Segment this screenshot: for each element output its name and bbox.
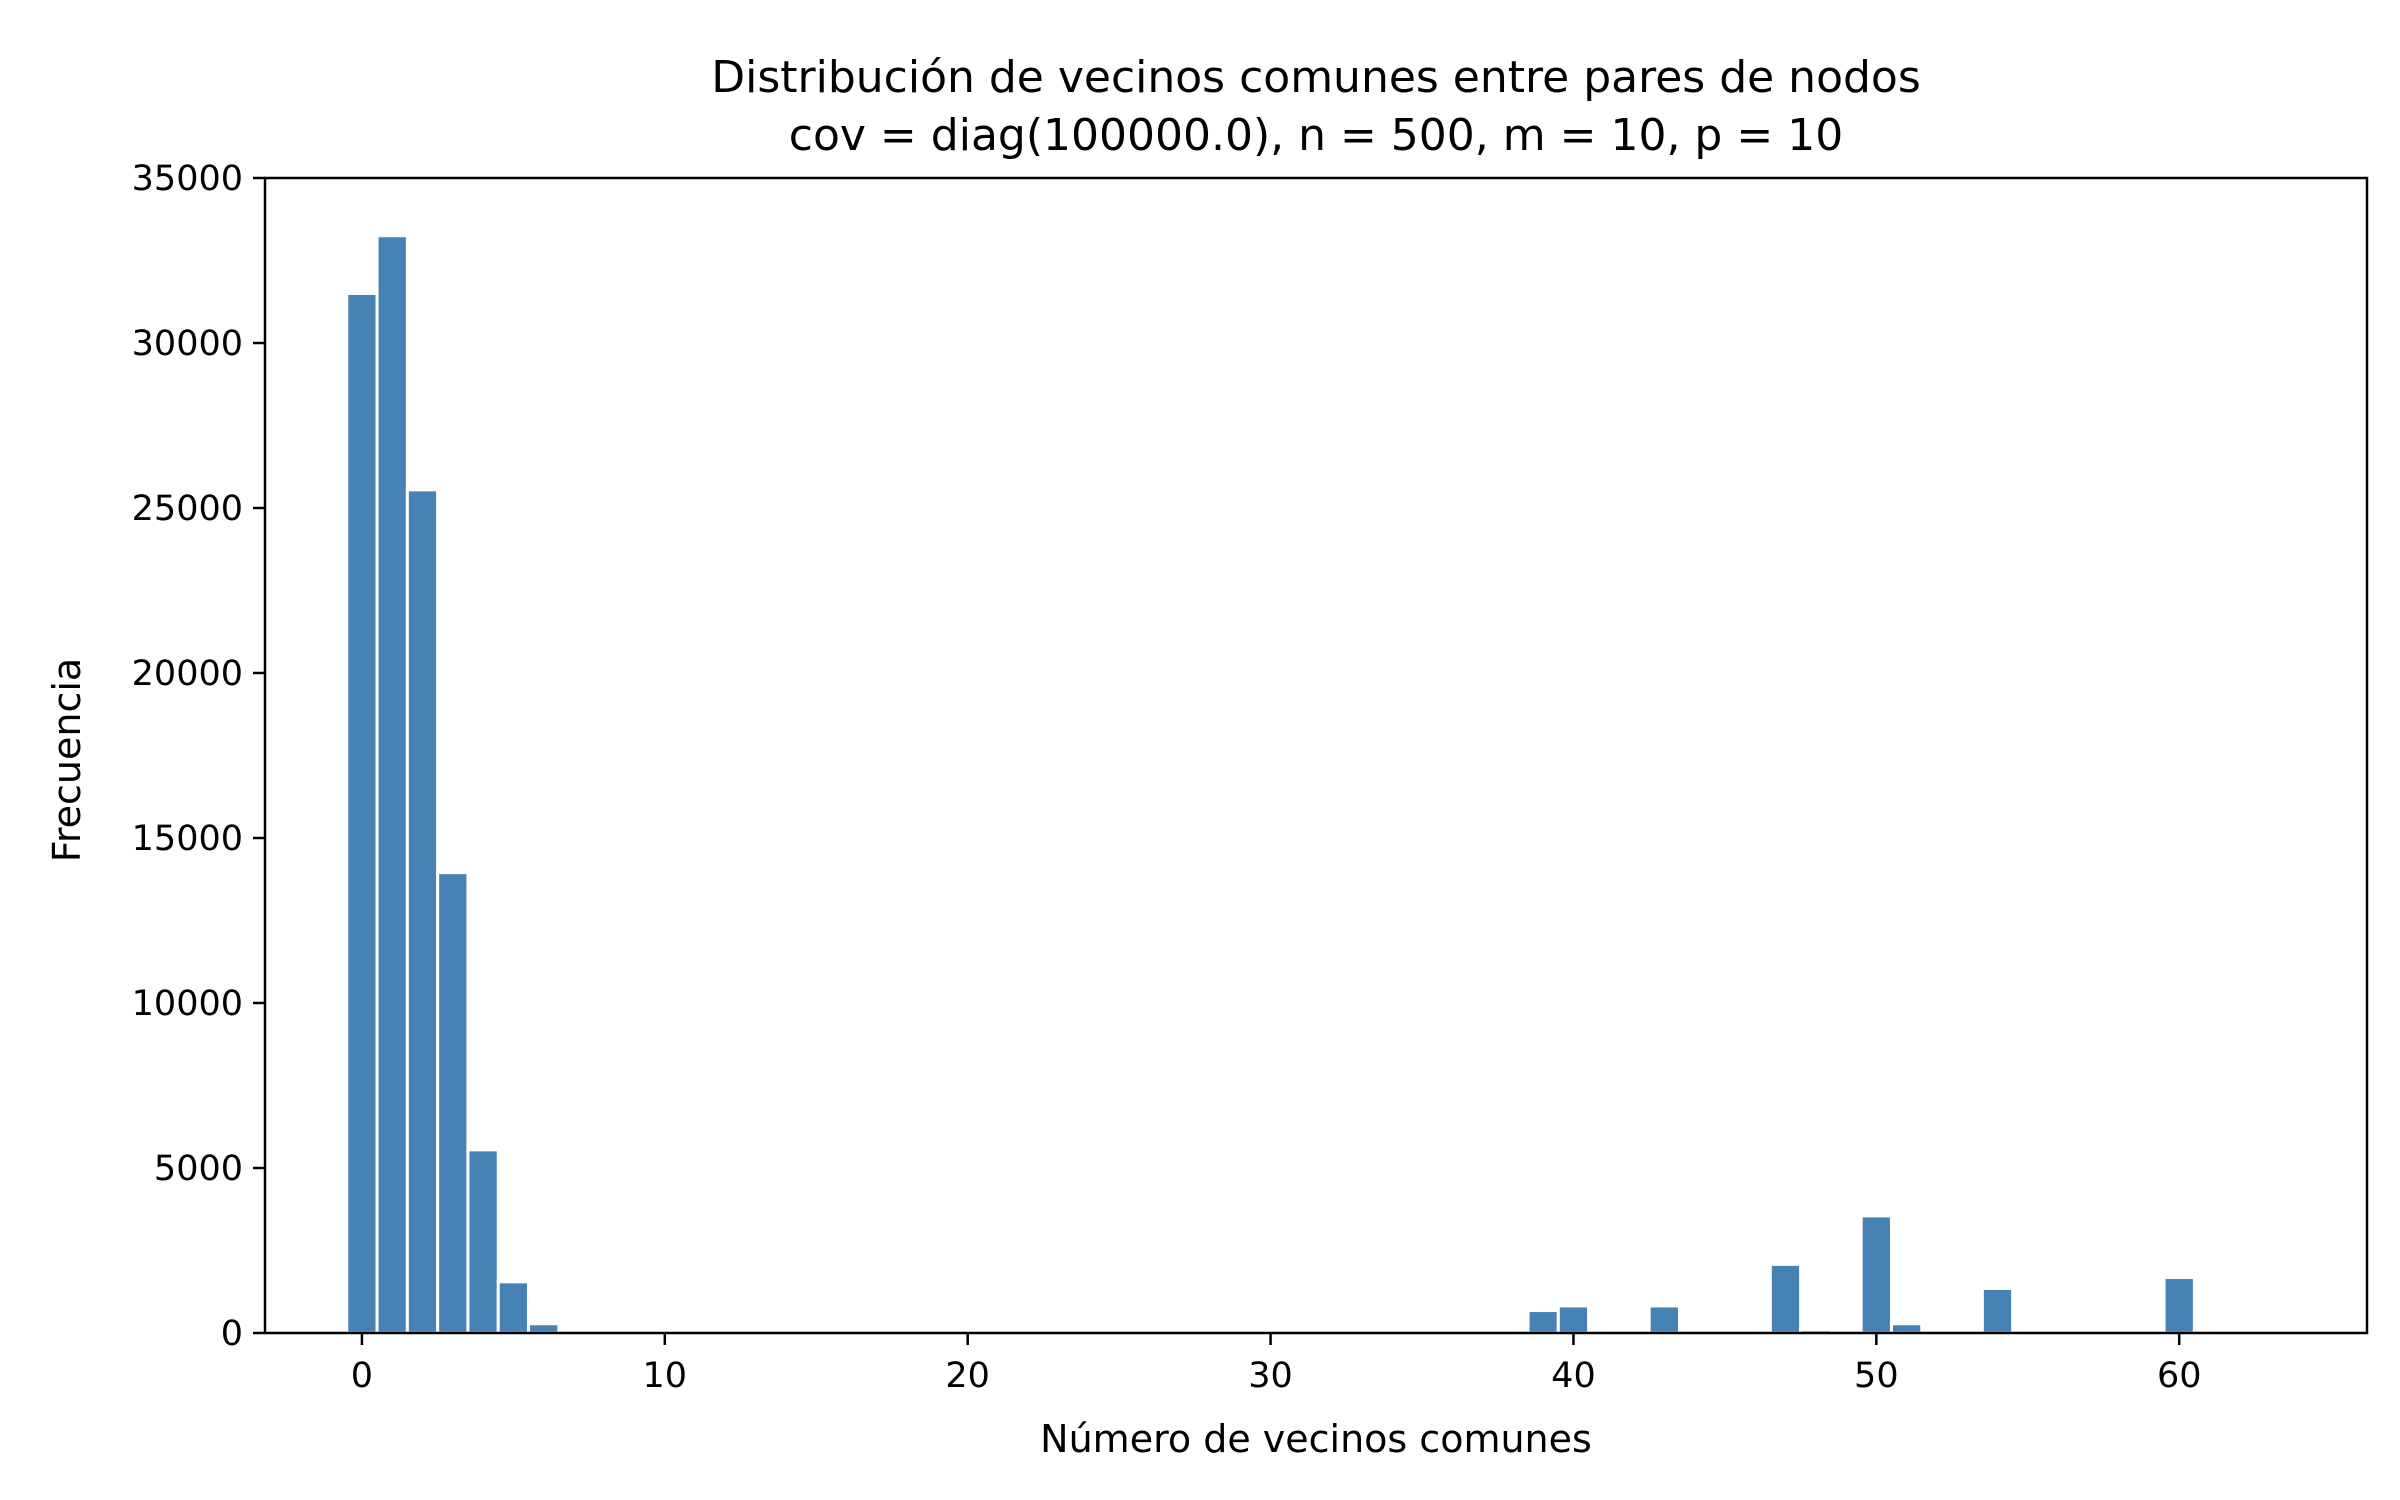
bar-x-40 <box>1556 1304 1591 1335</box>
bar-x-51 <box>1889 1322 1924 1335</box>
bar-x-2 <box>405 488 440 1335</box>
chart-subtitle: cov = diag(100000.0), n = 500, m = 10, p… <box>789 110 1843 161</box>
y-axis-ticks: 0 5000 10000 15000 20000 25000 30000 35000 <box>132 159 265 1354</box>
x-tick-label: 30 <box>1248 1356 1293 1396</box>
plot-frame <box>263 176 2369 1335</box>
bar-x-50 <box>1859 1214 1893 1335</box>
y-tick-label: 0 <box>221 1314 243 1354</box>
y-tick-label: 20000 <box>132 654 243 694</box>
bar-x-6 <box>527 1322 561 1335</box>
bar-x-54 <box>1980 1286 2015 1335</box>
bar-x-60 <box>2162 1276 2196 1335</box>
bar-x-1 <box>375 234 409 1335</box>
x-tick-label: 10 <box>643 1356 688 1396</box>
chart-title: Distribución de vecinos comunes entre pa… <box>711 52 1921 103</box>
y-tick-label: 25000 <box>132 489 243 529</box>
x-tick-label: 20 <box>945 1356 990 1396</box>
bar-x-5 <box>496 1280 531 1335</box>
x-axis-ticks: 0 10 20 30 40 50 60 <box>351 1333 2202 1396</box>
y-tick-label: 10000 <box>132 984 243 1024</box>
bar-x-47 <box>1768 1262 1803 1335</box>
y-tick-label: 5000 <box>154 1149 243 1189</box>
x-tick-label: 60 <box>2157 1356 2202 1396</box>
y-tick-label: 30000 <box>132 324 243 364</box>
bar-x-4 <box>466 1148 500 1335</box>
x-tick-label: 50 <box>1854 1356 1899 1396</box>
bar-x-39 <box>1526 1309 1560 1335</box>
x-tick-label: 40 <box>1551 1356 1596 1396</box>
x-tick-label: 0 <box>351 1356 373 1396</box>
y-axis-label: Frecuencia <box>45 658 89 862</box>
bar-x-3 <box>436 871 470 1335</box>
x-axis-label: Número de vecinos comunes <box>1040 1417 1592 1461</box>
y-tick-label: 15000 <box>132 819 243 859</box>
y-tick-label: 35000 <box>132 159 243 199</box>
bars-group <box>345 234 2227 1335</box>
bar-x-43 <box>1647 1304 1681 1335</box>
bar-x-0 <box>345 292 379 1335</box>
